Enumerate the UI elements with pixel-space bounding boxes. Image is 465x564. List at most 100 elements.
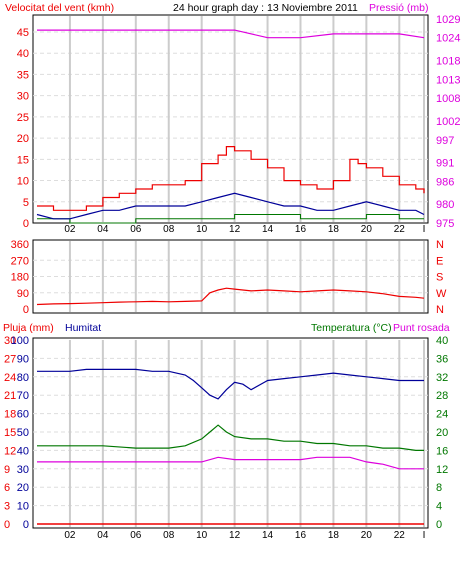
- temperature-tick-label: 20: [436, 427, 448, 439]
- pressure-tick-label: 986: [436, 176, 454, 188]
- direction-compass-label: N: [436, 304, 444, 316]
- humidity-tick-label: 30: [17, 464, 29, 476]
- wind-tick-label: 20: [17, 133, 29, 145]
- pressure-tick-label: 1018: [436, 55, 460, 67]
- wind-x-tick-label: 12: [229, 224, 241, 235]
- rain-tick-label: 21: [4, 390, 16, 402]
- direction-tick-label: 0: [23, 304, 29, 316]
- direction-tick-label: 180: [11, 272, 29, 284]
- hum-x-tick-label: 14: [262, 530, 274, 541]
- hum-x-tick-label: 22: [394, 530, 406, 541]
- hum-x-tick-label: 20: [361, 530, 373, 541]
- rain-tick-label: 0: [4, 519, 10, 531]
- wind-tick-label: 10: [17, 176, 29, 188]
- temperature-tick-label: 36: [436, 353, 448, 365]
- pressure-tick-label: 1008: [436, 93, 460, 105]
- wind-tick-label: 30: [17, 91, 29, 103]
- pressure-tick-label: 1013: [436, 74, 460, 86]
- temperature-tick-label: 0: [436, 519, 442, 531]
- wind-x-tick-label: 08: [163, 224, 175, 235]
- wind-avg-line: [36, 192, 425, 220]
- temperature-line: [37, 424, 424, 451]
- wind-tick-label: 15: [17, 154, 29, 166]
- dewpoint-axis-label: Punt rosada: [393, 322, 450, 334]
- panel-hum-frame: [32, 337, 429, 529]
- wind-x-tick-label: 14: [262, 224, 274, 235]
- humidity-line: [37, 368, 424, 400]
- rain-tick-label: 9: [4, 464, 10, 476]
- pressure-line: [37, 29, 425, 39]
- rain-tick-label: 30: [4, 335, 16, 347]
- humidity-tick-label: 100: [11, 335, 29, 347]
- temperature-tick-label: 4: [436, 501, 442, 513]
- rain-tick-label: 6: [4, 482, 10, 494]
- wind-x-tick-label: 06: [130, 224, 142, 235]
- wind-x-tick-label: 18: [328, 224, 340, 235]
- wind-gust-line: [37, 146, 425, 211]
- wind-x-tick-label: 02: [64, 224, 76, 235]
- pressure-tick-label: 991: [436, 157, 454, 169]
- temperature-tick-label: 24: [436, 409, 448, 421]
- wind-tick-label: 45: [17, 27, 29, 39]
- rain-tick-label: 27: [4, 353, 16, 365]
- temperature-tick-label: 8: [436, 482, 442, 494]
- humidity-tick-label: 40: [17, 445, 29, 457]
- chart-marks: 0510152025303540459759809869919971002100…: [4, 14, 460, 541]
- rain-tick-label: 18: [4, 409, 16, 421]
- humidity-tick-label: 10: [17, 501, 29, 513]
- temperature-axis-label: Temperatura (°C): [311, 322, 392, 334]
- hum-x-tick-label: 12: [229, 530, 241, 541]
- hum-x-tick-label: 16: [295, 530, 307, 541]
- temperature-tick-label: 16: [436, 445, 448, 457]
- chart-title: 24 hour graph day : 13 Noviembre 2011: [173, 2, 358, 14]
- wind-tick-label: 35: [17, 69, 29, 81]
- rain-axis-label: Pluja (mm): [3, 322, 54, 334]
- rain-tick-label: 3: [4, 501, 10, 513]
- humidity-axis-label: Humitat: [65, 322, 101, 334]
- pressure-tick-label: 1002: [436, 116, 460, 128]
- rain-tick-label: 24: [4, 372, 16, 384]
- wind-axis-label: Velocitat del vent (kmh): [5, 2, 114, 14]
- hum-x-tick-label: I: [423, 530, 426, 541]
- direction-line: [36, 287, 425, 306]
- panel-wind-frame: [32, 14, 429, 224]
- wind-x-tick-label: 04: [97, 224, 109, 235]
- wind-x-tick-label: I: [423, 224, 426, 235]
- humidity-tick-label: 20: [17, 482, 29, 494]
- pressure-tick-label: 975: [436, 218, 454, 230]
- humidity-tick-label: 60: [17, 409, 29, 421]
- humidity-tick-label: 0: [23, 519, 29, 531]
- wind-low-line: [37, 214, 424, 224]
- direction-compass-label: N: [436, 239, 444, 251]
- rain-tick-label: 15: [4, 427, 16, 439]
- direction-tick-label: 90: [17, 288, 29, 300]
- hum-x-tick-label: 08: [163, 530, 175, 541]
- hum-x-tick-label: 10: [196, 530, 208, 541]
- direction-compass-label: E: [436, 255, 443, 267]
- pressure-tick-label: 980: [436, 199, 454, 211]
- wind-x-tick-label: 10: [196, 224, 208, 235]
- hum-x-tick-label: 06: [130, 530, 142, 541]
- direction-tick-label: 360: [11, 239, 29, 251]
- pressure-tick-label: 1024: [436, 33, 460, 45]
- humidity-tick-label: 90: [17, 353, 29, 365]
- wind-tick-label: 0: [23, 218, 29, 230]
- pressure-axis-label: Pressió (mb): [369, 2, 429, 14]
- temperature-tick-label: 28: [436, 390, 448, 402]
- wind-x-tick-label: 20: [361, 224, 373, 235]
- hum-x-tick-label: 18: [328, 530, 340, 541]
- dewpoint-line: [37, 456, 424, 470]
- humidity-tick-label: 50: [17, 427, 29, 439]
- direction-compass-label: S: [436, 272, 443, 284]
- pressure-tick-label: 1029: [436, 14, 460, 26]
- wind-tick-label: 40: [17, 48, 29, 60]
- hum-x-tick-label: 02: [64, 530, 76, 541]
- pressure-tick-label: 997: [436, 135, 454, 147]
- wind-tick-label: 5: [23, 197, 29, 209]
- humidity-tick-label: 80: [17, 372, 29, 384]
- direction-tick-label: 270: [11, 255, 29, 267]
- humidity-tick-label: 70: [17, 390, 29, 402]
- wind-tick-label: 25: [17, 112, 29, 124]
